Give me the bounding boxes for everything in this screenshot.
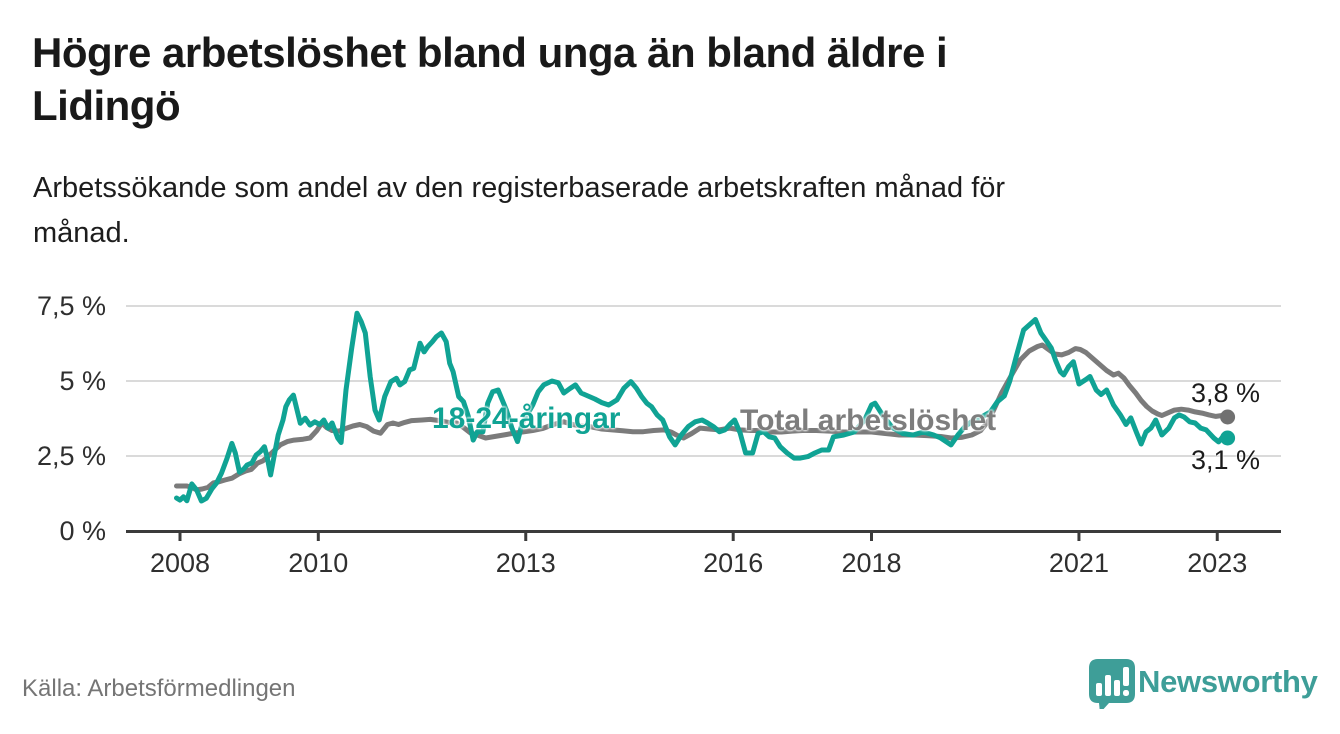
page-subtitle: Arbetssökande som andel av den registerb… [33, 172, 1006, 249]
series-label-18-24: 18-24-åringar [432, 402, 621, 435]
series-end-dot [1220, 409, 1236, 425]
x-tick-label: 2016 [703, 548, 764, 578]
end-value-label-18-24: 3,1 % [1191, 445, 1261, 475]
x-tick-label: 2023 [1187, 548, 1248, 578]
x-tick-label: 2008 [149, 548, 211, 578]
series-end-dot [1220, 430, 1236, 446]
y-tick-label: 5 % [59, 366, 106, 396]
series-line [174, 342, 1231, 493]
y-tick-label: 7,5 % [36, 291, 106, 321]
series-line [174, 310, 1231, 504]
x-tick-label: 2010 [288, 548, 349, 578]
x-tick-label: 2018 [841, 548, 902, 578]
y-tick-label: 2,5 % [36, 441, 106, 471]
series-label-total: Total arbetslöshet [740, 404, 997, 437]
newsworthy-icon [1089, 659, 1135, 713]
x-tick-label: 2021 [1048, 548, 1109, 578]
x-tick-label: 2013 [495, 548, 556, 578]
brand-name: Newsworthy [1138, 664, 1318, 699]
end-value-label-total: 3,8 % [1191, 378, 1261, 408]
source-note: Källa: Arbetsförmedlingen [22, 675, 296, 702]
page-title: Högre arbetslöshet bland unga än bland ä… [32, 29, 948, 129]
y-tick-label: 0 % [59, 516, 106, 546]
brand-logo: Newsworthy [1086, 657, 1326, 713]
